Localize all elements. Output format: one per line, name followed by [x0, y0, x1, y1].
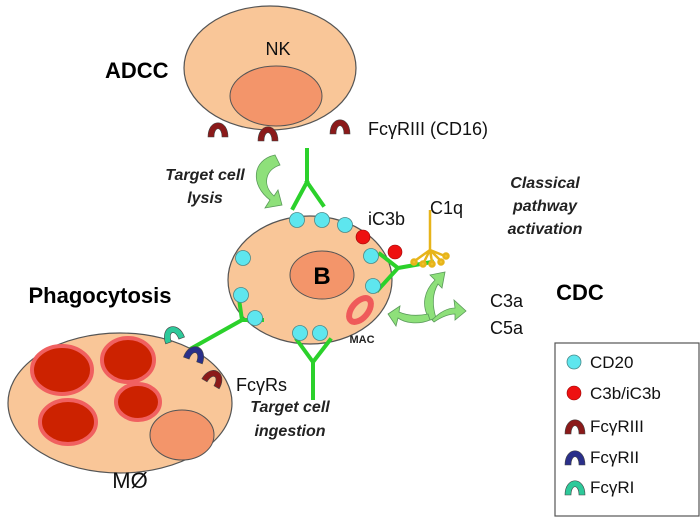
b-label: B	[313, 263, 330, 290]
legend-label: FcγRIII	[590, 417, 644, 436]
curved-arrow-icon	[255, 154, 283, 209]
lysis-label-2: lysis	[187, 190, 223, 207]
legend-label: FcγRII	[590, 448, 639, 467]
legend-label: C3b/iC3b	[590, 384, 661, 403]
cd20-markers	[233, 212, 381, 341]
classical-label-1: Classical	[510, 175, 580, 192]
mac-label: MAC	[349, 334, 374, 346]
legend-label: CD20	[590, 353, 633, 372]
nk-cell: NK	[183, 5, 357, 131]
legend: CD20 C3b/iC3b FcγRIII FcγRII FcγRI	[554, 342, 700, 517]
lysis-label-1: Target cell	[165, 167, 245, 184]
mo-label: MØ	[112, 468, 147, 493]
c5a-label: C5a	[490, 318, 524, 338]
classical-label-2: pathway	[512, 198, 578, 215]
adcc-label: ADCC	[105, 58, 169, 83]
macrophage-cell: MØ	[7, 332, 233, 493]
c1q-icon	[410, 210, 450, 268]
classical-label-3: activation	[508, 221, 583, 238]
cleavage-arrows-icon	[387, 271, 467, 327]
cdc-label: CDC	[556, 280, 604, 305]
phagocytosis-label: Phagocytosis	[28, 283, 171, 308]
ingestion-label-2: ingestion	[254, 423, 325, 440]
c3a-label: C3a	[490, 291, 524, 311]
c1q-label: C1q	[430, 198, 463, 218]
ic3b-label: iC3b	[368, 209, 405, 229]
mac-pore-icon	[346, 295, 374, 325]
fcgrs-label: FcγRs	[236, 375, 287, 395]
legend-cd20-icon	[566, 354, 582, 370]
ingestion-label-1-visible: Target cell	[250, 399, 330, 416]
legend-c3b-icon	[566, 385, 582, 401]
fcgriii-cd16-label: FcγRIII (CD16)	[368, 119, 488, 139]
nk-label: NK	[265, 39, 290, 59]
c3b-markers	[355, 229, 403, 260]
legend-label: FcγRI	[590, 478, 634, 497]
